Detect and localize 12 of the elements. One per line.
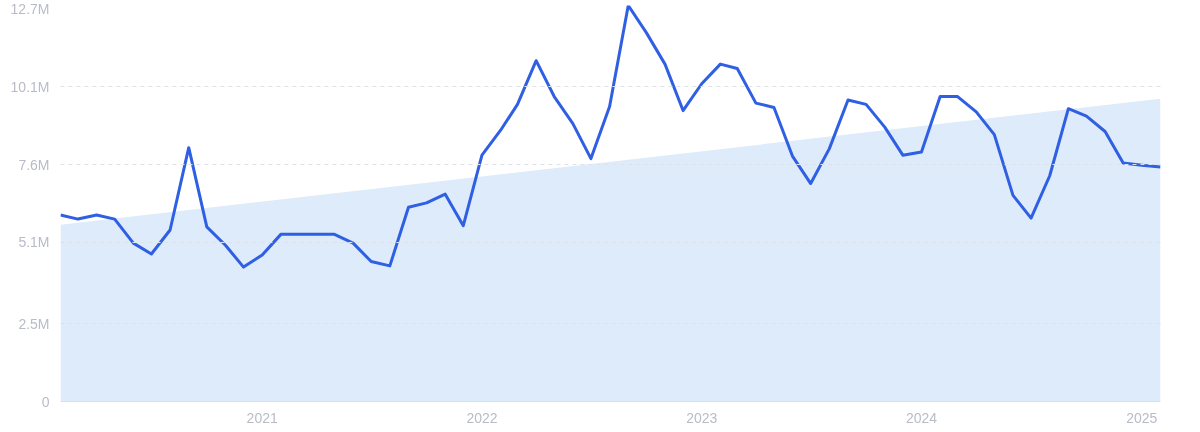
y-tick-label: 10.1M [10, 78, 50, 95]
x-tick-label: 2022 [466, 409, 498, 426]
x-tick-label: 2024 [905, 409, 938, 426]
y-tick-label: 2.5M [18, 315, 50, 332]
y-tick-label: 12.7M [10, 0, 50, 17]
x-tick-label: 2021 [246, 409, 278, 426]
x-tick-label: 2023 [686, 409, 718, 426]
y-tick-label: 0 [41, 393, 50, 410]
x-tick-label: 2025 [1126, 409, 1158, 426]
line-series [60, 5, 1161, 269]
y-tick-label: 7.6M [18, 156, 50, 173]
y-tick-label: 5.1M [18, 234, 50, 251]
